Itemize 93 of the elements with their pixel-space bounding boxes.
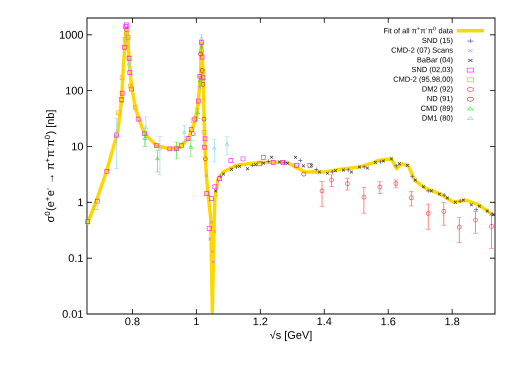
point: [398, 162, 402, 166]
point: [122, 44, 127, 50]
point: [209, 196, 214, 202]
point: [382, 159, 386, 163]
point: [330, 170, 335, 174]
point: [128, 70, 132, 75]
point: [94, 205, 98, 210]
point: [374, 160, 378, 164]
point: [186, 136, 190, 141]
point: [270, 156, 274, 160]
point: [136, 116, 140, 122]
point: [270, 160, 276, 165]
point: [190, 131, 196, 136]
point: [230, 168, 234, 172]
point: [94, 198, 100, 204]
point: [302, 172, 306, 176]
point: [202, 136, 208, 142]
y-tick-label: 0.1: [68, 254, 83, 262]
point: [222, 172, 226, 176]
point: [179, 143, 184, 148]
point: [406, 164, 410, 168]
point: [128, 84, 133, 89]
point: [254, 163, 258, 167]
point: [120, 75, 124, 80]
point: [286, 162, 290, 166]
point: [260, 155, 266, 160]
text: σ$^{0}$(e$^{+}$e$^{-}$ → π$^{+}$π$^{-}$π$^{0}$) [nb]: [44, 110, 56, 222]
point: [266, 159, 271, 164]
point: [442, 192, 446, 198]
point: [238, 164, 242, 168]
point: [203, 156, 208, 162]
x-tick-label: 0.8: [125, 318, 140, 326]
y-tick-label: 100: [66, 86, 84, 95]
point: [202, 130, 206, 135]
x-tick-label: 1.2: [254, 318, 268, 326]
point: [430, 189, 434, 193]
point: [262, 162, 266, 166]
point: [234, 164, 239, 170]
point: [202, 116, 206, 122]
point: [228, 158, 234, 163]
point: [210, 250, 214, 254]
point: [196, 98, 201, 104]
point: [204, 191, 209, 196]
point: [202, 144, 207, 150]
point: [104, 168, 110, 174]
x-tick-label: 1.4: [317, 318, 332, 326]
point: [116, 110, 121, 116]
point: [362, 164, 367, 170]
point: [204, 174, 208, 178]
point: [478, 204, 482, 208]
point: [142, 131, 147, 136]
point: [326, 172, 330, 176]
point: [200, 54, 204, 60]
point: [302, 164, 306, 168]
point: [257, 161, 262, 166]
point: [426, 188, 430, 194]
point: [132, 105, 138, 110]
point: [122, 37, 128, 42]
point: [298, 158, 303, 163]
point: [213, 230, 217, 234]
point: [246, 166, 250, 170]
point: [124, 27, 130, 32]
y-tick-label: 0.01: [62, 310, 83, 318]
point: [208, 237, 212, 241]
x-tick-label: 1.6: [381, 318, 396, 326]
point: [120, 90, 124, 96]
point: [198, 52, 203, 56]
point: [346, 168, 351, 172]
point: [188, 127, 194, 132]
x-tick-label: 1.8: [445, 318, 460, 326]
y-tick-label: 1: [78, 198, 83, 206]
point: [168, 146, 172, 152]
x-tick-label: 1: [194, 318, 199, 326]
point: [470, 203, 474, 207]
point: [422, 185, 426, 188]
point: [129, 86, 134, 92]
point: [154, 143, 159, 148]
point: [214, 189, 218, 193]
point: [486, 209, 490, 213]
y-tick-label: 1000: [60, 30, 84, 39]
point: [198, 86, 202, 89]
x-axis-title: √s [GeV]: [270, 330, 312, 342]
point: [206, 226, 212, 231]
point: [210, 220, 214, 224]
point: [462, 198, 466, 202]
point: [294, 156, 298, 160]
y-tick-label: 10: [72, 142, 84, 150]
point: [114, 132, 119, 138]
point: [240, 156, 246, 162]
point: [410, 174, 414, 179]
point: [85, 219, 90, 224]
point: [212, 184, 218, 190]
point: [294, 163, 299, 168]
